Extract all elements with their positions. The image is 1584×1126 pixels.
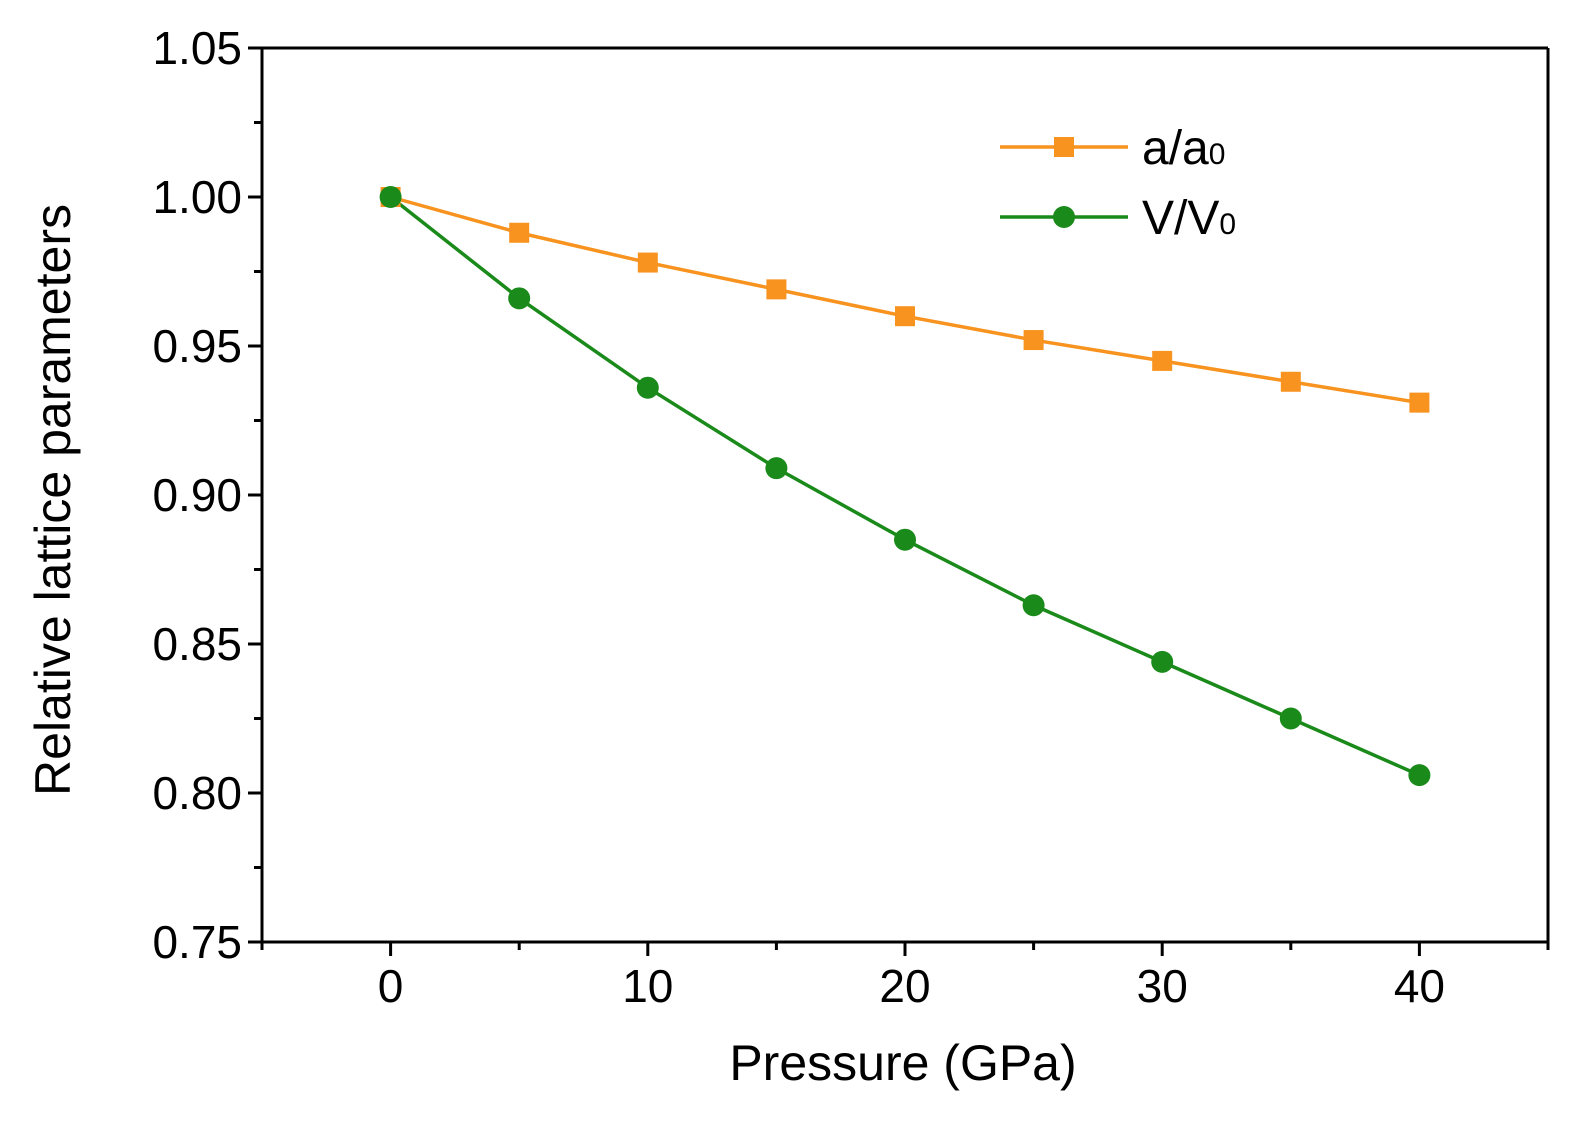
data-point-a-a0 [766, 279, 787, 300]
data-point-a-a0 [637, 252, 658, 273]
data-point-a-a0 [895, 306, 915, 327]
y-tick-label: 1.00 [152, 171, 242, 223]
x-tick-label: 10 [622, 960, 673, 1012]
y-tick-label: 0.75 [152, 916, 242, 968]
plot-frame [260, 46, 1550, 944]
data-point-v-v0 [765, 457, 788, 480]
data-point-v-v0 [379, 186, 402, 208]
legend-marker-v-v0 [1053, 206, 1075, 228]
data-point-v-v0 [1151, 650, 1174, 673]
y-axis: 0.75 0.80 0.85 0.90 0.95 1.00 1.05 [152, 22, 262, 968]
data-point-a-a0 [1152, 350, 1173, 371]
data-point-a-a0 [1280, 371, 1301, 392]
x-tick-label: 40 [1394, 960, 1445, 1012]
legend-label-a-a0: a/a0 [1142, 122, 1225, 175]
data-point-v-v0 [1408, 764, 1431, 787]
x-axis-title: Pressure (GPa) [729, 1035, 1076, 1091]
y-axis-title: Relative lattice parameters [25, 204, 81, 796]
legend-label-v-v0: V/V0 [1142, 192, 1236, 245]
series-line-a-a0 [390, 195, 1420, 405]
series-line-v-v0 [389, 195, 1421, 777]
x-tick-label: 20 [879, 960, 930, 1012]
y-tick-label: 0.80 [152, 767, 242, 819]
data-point-v-v0 [636, 376, 659, 399]
y-tick-label: 0.95 [152, 320, 242, 372]
data-point-v-v0 [894, 528, 916, 551]
data-point-a-a0 [1023, 330, 1044, 351]
legend: a/a0 V/V0 [1000, 122, 1236, 245]
y-tick-label: 1.05 [152, 22, 242, 74]
y-tick-label: 0.85 [152, 618, 242, 670]
series-layer [379, 186, 1431, 787]
data-point-v-v0 [1022, 594, 1045, 617]
data-point-v-v0 [508, 287, 531, 310]
y-tick-label: 0.90 [152, 469, 242, 521]
data-point-a-a0 [509, 222, 530, 243]
data-point-v-v0 [1279, 707, 1302, 730]
legend-marker-a-a0 [1054, 137, 1074, 157]
data-point-a-a0 [1409, 392, 1430, 413]
x-tick-label: 30 [1137, 960, 1188, 1012]
x-tick-label: 0 [378, 960, 404, 1012]
x-axis: 0 10 20 30 40 [260, 942, 1550, 1012]
